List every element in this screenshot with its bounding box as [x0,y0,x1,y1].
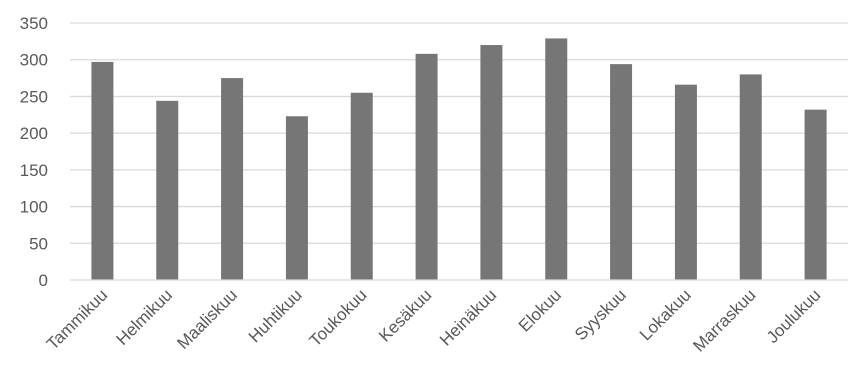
bar-helmikuu [156,100,179,280]
y-tick-label: 300 [20,51,48,70]
bars [91,38,827,281]
x-category-label: Maaliskuu [173,285,241,353]
bar-joulukuu [804,109,827,280]
x-category-label: Helmikuu [113,285,177,349]
bar-elokuu [545,38,568,280]
x-category-label: Syyskuu [571,285,630,344]
x-category-label: Kesäkuu [375,285,435,345]
x-category-label: Joulukuu [763,285,825,347]
x-category-label: Lokakuu [636,285,695,344]
x-category-label: Heinäkuu [436,285,500,349]
y-tick-label: 0 [39,271,48,290]
y-tick-label: 200 [20,124,48,143]
bar-tammikuu [91,61,114,280]
x-category-label: Huhtikuu [245,285,306,346]
y-tick-label: 150 [20,161,48,180]
bar-lokakuu [674,84,697,281]
gridlines [70,22,848,244]
bar-toukokuu [350,92,373,280]
x-category-label: Toukokuu [306,285,371,350]
y-axis-tick-labels: 0 50 100 150 200 250 300 350 [20,14,48,290]
bar-maaliskuu [221,78,244,280]
bar-marraskuu [739,74,762,281]
bar-heinäkuu [480,45,503,281]
y-tick-label: 250 [20,87,48,106]
x-category-label: Tammikuu [43,285,111,353]
y-tick-label: 350 [20,14,48,33]
x-category-label: Elokuu [515,285,565,335]
y-tick-label: 100 [20,198,48,217]
x-category-label: Marraskuu [689,285,759,355]
bar-huhtikuu [285,116,308,280]
y-tick-label: 50 [29,234,48,253]
bar-syyskuu [610,64,633,281]
bar-kesäkuu [415,53,438,281]
